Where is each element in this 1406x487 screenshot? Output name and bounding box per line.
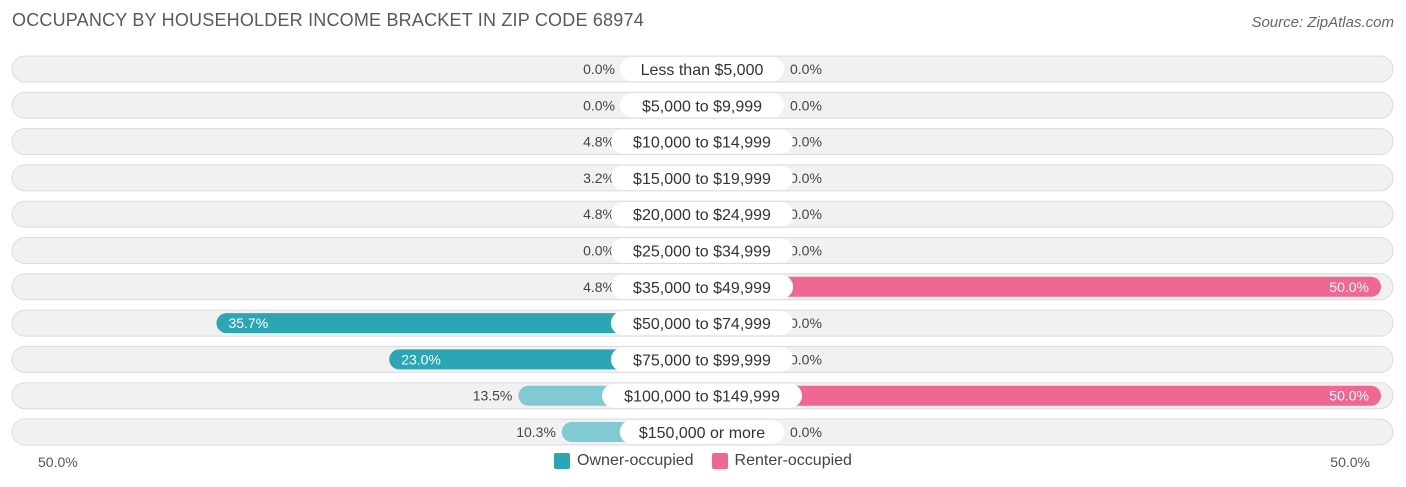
bar-row: 35.7% 0.0% $50,000 to $74,999 (11, 309, 1394, 337)
chart-canvas: 0.0% 0.0% Less than $5,000 0.0% 0.0% $5,000 t… (11, 55, 1394, 446)
bar-row: 4.8% 0.0% $10,000 to $14,999 (11, 128, 1394, 156)
legend-label-owner: Owner-occupied (577, 452, 694, 469)
category-label: $25,000 to $34,999 (633, 244, 771, 261)
category-label: $10,000 to $14,999 (633, 135, 771, 152)
renter-value-label: 0.0% (790, 424, 822, 440)
bar-row: 0.0% 0.0% $25,000 to $34,999 (11, 237, 1394, 264)
owner-value-label: 0.0% (583, 61, 615, 77)
bar-row: 13.5% 50.0% $100,000 to $149,999 (11, 382, 1394, 410)
legend-item-owner: Owner-occupied (554, 452, 694, 470)
owner-value-label: 4.8% (583, 206, 615, 222)
category-pill (610, 129, 794, 154)
category-label: $35,000 to $49,999 (633, 280, 771, 297)
owner-value-label: 0.0% (583, 97, 615, 113)
category-pill (619, 420, 785, 444)
category-label: $5,000 to $9,999 (642, 98, 762, 115)
owner-value-label: 10.3% (516, 424, 556, 440)
renter-value-label: 0.0% (790, 170, 822, 186)
axis-right-label: 50.0% (1330, 454, 1370, 470)
category-pill (610, 165, 794, 190)
legend-swatch-renter (711, 453, 728, 469)
renter-value-label: 0.0% (790, 243, 822, 259)
category-label: $15,000 to $19,999 (633, 171, 771, 188)
bar-row: 10.3% 0.0% $150,000 or more (11, 418, 1394, 446)
category-label: $150,000 or more (639, 425, 765, 442)
category-pill (619, 57, 785, 81)
bar-row: 0.0% 0.0% Less than $5,000 (11, 55, 1394, 83)
owner-value-label: 4.8% (583, 134, 615, 150)
category-pill (610, 202, 794, 227)
renter-bar (702, 385, 1381, 406)
renter-value-label: 0.0% (790, 315, 822, 331)
category-pill (610, 238, 794, 263)
category-label: $75,000 to $99,999 (633, 352, 771, 369)
renter-value-label: 50.0% (1329, 279, 1369, 295)
owner-value-label: 3.2% (583, 170, 615, 186)
chart-title: OCCUPANCY BY HOUSEHOLDER INCOME BRACKET … (12, 10, 644, 30)
category-label: $50,000 to $74,999 (633, 316, 771, 333)
category-pill (602, 383, 802, 408)
owner-value-label: 0.0% (583, 243, 615, 259)
owner-value-label: 23.0% (401, 351, 441, 367)
legend-swatch-owner (554, 453, 571, 469)
renter-value-label: 50.0% (1329, 388, 1369, 404)
renter-value-label: 0.0% (790, 61, 822, 77)
legend: Owner-occupied Renter-occupied (0, 452, 1406, 470)
bar-row: 4.8% 0.0% $20,000 to $24,999 (11, 200, 1394, 228)
chart-source: Source: ZipAtlas.com (1251, 14, 1394, 31)
renter-value-label: 0.0% (790, 206, 822, 222)
category-pill (619, 93, 785, 118)
category-pill (610, 274, 794, 299)
owner-bar (216, 313, 703, 334)
category-label: Less than $5,000 (641, 62, 764, 79)
owner-value-label: 4.8% (583, 279, 615, 295)
renter-value-label: 0.0% (790, 97, 822, 113)
owner-value-label: 13.5% (473, 388, 513, 404)
bar-row: 4.8% 50.0% $35,000 to $49,999 (11, 273, 1394, 301)
bar-row: 23.0% 0.0% $75,000 to $99,999 (11, 345, 1394, 373)
bar-row: 0.0% 0.0% $5,000 to $9,999 (11, 91, 1394, 119)
category-label: $20,000 to $24,999 (633, 207, 771, 224)
category-label: $100,000 to $149,999 (624, 389, 780, 406)
renter-value-label: 0.0% (790, 134, 822, 150)
category-pill (610, 311, 794, 336)
legend-label-renter: Renter-occupied (734, 452, 852, 469)
renter-bar (702, 276, 1381, 297)
renter-value-label: 0.0% (790, 351, 822, 367)
category-pill (610, 347, 794, 372)
bar-row: 3.2% 0.0% $15,000 to $19,999 (11, 164, 1394, 192)
owner-value-label: 35.7% (228, 315, 268, 331)
legend-item-renter: Renter-occupied (711, 452, 852, 470)
axis-left-label: 50.0% (38, 454, 78, 470)
